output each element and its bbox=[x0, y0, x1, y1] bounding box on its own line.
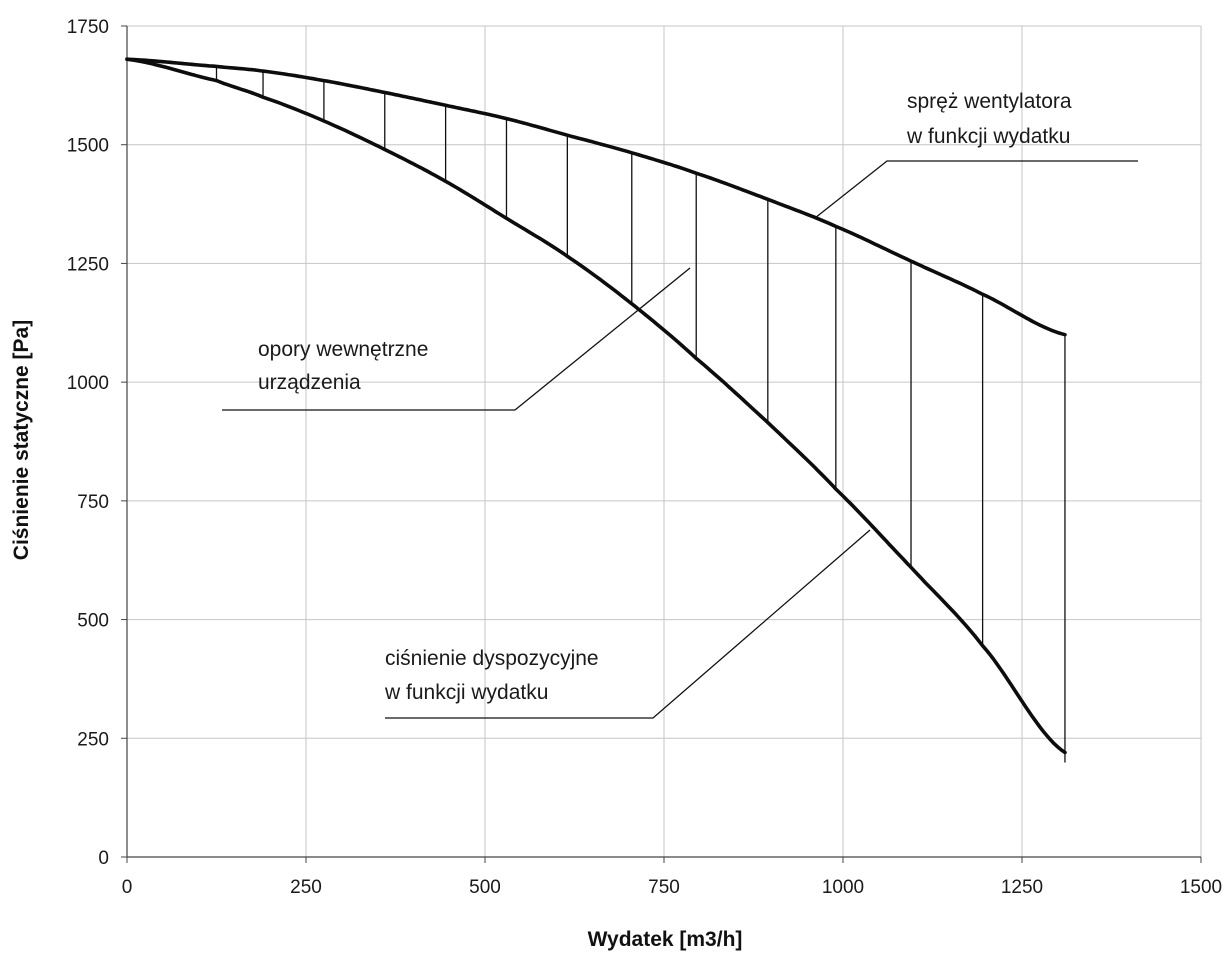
series bbox=[125, 57, 1067, 755]
y-tick-label: 1500 bbox=[67, 136, 109, 157]
y-tick-label: 0 bbox=[98, 848, 109, 869]
x-tick-label: 250 bbox=[290, 877, 322, 898]
annotations: spręż wentylatora w funkcji wydatku opory … bbox=[222, 90, 1138, 719]
y-tick-label: 750 bbox=[77, 492, 109, 513]
x-axis-title: Wydatek [m3/h] bbox=[588, 928, 743, 951]
x-tick-label: 750 bbox=[648, 877, 680, 898]
annotation-internal: opory wewnętrzne urządzenia bbox=[222, 267, 691, 411]
x-tick-label: 1000 bbox=[822, 877, 864, 898]
annotation-text-line: urządzenia bbox=[258, 371, 361, 394]
y-axis-title: Ciśnienie statyczne [Pa] bbox=[10, 320, 33, 560]
annotation-text-line: ciśnienie dyspozycyjne bbox=[385, 647, 599, 670]
annotation-text-line: w funkcji wydatku bbox=[906, 125, 1070, 148]
available-pressure-curve bbox=[125, 57, 1067, 755]
grid bbox=[126, 25, 1202, 858]
y-tick-label: 500 bbox=[77, 611, 109, 632]
x-tick-label: 0 bbox=[122, 877, 133, 898]
y-tick-label: 1000 bbox=[67, 373, 109, 394]
annotation-text-line: opory wewnętrzne bbox=[258, 338, 428, 361]
x-tick-label: 1250 bbox=[1001, 877, 1043, 898]
leader-line bbox=[814, 160, 1138, 219]
fan-pressure-curve bbox=[125, 57, 1067, 337]
x-tick-label: 1500 bbox=[1180, 877, 1222, 898]
annotation-fan: spręż wentylatora w funkcji wydatku bbox=[814, 90, 1138, 219]
annotation-available: ciśnienie dyspozycyjne w funkcji wydatku bbox=[384, 529, 871, 719]
y-tick-label: 1250 bbox=[67, 254, 109, 275]
annotation-text-line: spręż wentylatora bbox=[907, 90, 1072, 113]
leader-line bbox=[222, 267, 691, 411]
y-tick-label: 1750 bbox=[67, 17, 109, 38]
hatch-lines bbox=[215, 66, 1066, 763]
x-tick-label: 500 bbox=[469, 877, 501, 898]
annotation-text-line: w funkcji wydatku bbox=[384, 681, 548, 704]
axes: 0 250 500 750 1000 1250 1500 0 250 500 750 1000 1250… bbox=[67, 17, 1222, 898]
y-tick-label: 250 bbox=[77, 729, 109, 750]
leader-line bbox=[385, 529, 871, 719]
